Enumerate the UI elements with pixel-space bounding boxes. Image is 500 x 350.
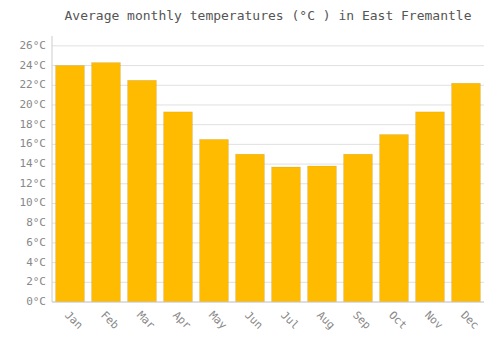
x-tick-label: Apr	[170, 309, 194, 333]
x-tick-label: May	[206, 309, 230, 333]
bar	[344, 154, 373, 302]
y-tick-labels: 0°C 2°C 4°C 6°C 8°C 10°C 12°C 14°C 16°C 18°C 20°C 2…	[20, 39, 47, 308]
x-tick-label: Jul	[278, 309, 301, 332]
y-tick-label: 2°C	[26, 275, 46, 288]
y-tick-label: 18°C	[20, 118, 47, 131]
y-tick-label: 24°C	[20, 59, 47, 72]
x-tick-label: Sep	[350, 309, 373, 332]
x-tick-label: Oct	[386, 309, 409, 332]
grid-line	[52, 302, 484, 303]
bar	[380, 135, 409, 302]
y-tick-label: 20°C	[20, 98, 47, 111]
grid-line	[52, 45, 484, 46]
y-tick-label: 4°C	[26, 256, 46, 269]
y-grid	[52, 46, 484, 302]
x-tick-labels: Jan Feb Mar Apr May Jun Jul Aug Sep Oct Nov Dec	[62, 309, 481, 333]
x-axis-line	[52, 302, 484, 303]
bars	[56, 63, 481, 302]
x-tick-label: Mar	[134, 309, 158, 333]
y-tick-label: 12°C	[20, 177, 47, 190]
chart-title: Average monthly temperatures (°C ) in Ea…	[65, 8, 472, 23]
y-tick-label: 0°C	[26, 295, 46, 308]
x-tick-label: Feb	[98, 309, 121, 332]
bar	[416, 112, 445, 302]
bar	[272, 167, 301, 302]
y-tick-label: 8°C	[26, 216, 46, 229]
bar	[56, 66, 85, 302]
bar	[128, 80, 157, 302]
y-tick-label: 16°C	[20, 137, 47, 150]
x-tick-label: Jun	[242, 309, 265, 332]
bar	[200, 139, 229, 302]
y-tick-label: 22°C	[20, 78, 47, 91]
x-tick-label: Nov	[422, 309, 446, 333]
bar	[236, 154, 265, 302]
chart-svg: Average monthly temperatures (°C ) in Ea…	[0, 0, 500, 350]
y-tick-label: 14°C	[20, 157, 47, 170]
x-tick-label: Dec	[458, 309, 481, 332]
y-tick-label: 10°C	[20, 196, 47, 209]
chart-container: Average monthly temperatures (°C ) in Ea…	[0, 0, 500, 350]
y-axis-line	[52, 36, 53, 302]
y-tick-label: 6°C	[26, 236, 46, 249]
bar	[452, 83, 481, 302]
x-tick-label: Jan	[62, 309, 85, 332]
bar	[164, 112, 193, 302]
bar	[308, 166, 337, 302]
y-tick-label: 26°C	[20, 39, 47, 52]
x-tick-label: Aug	[314, 309, 337, 332]
bar	[92, 63, 121, 302]
